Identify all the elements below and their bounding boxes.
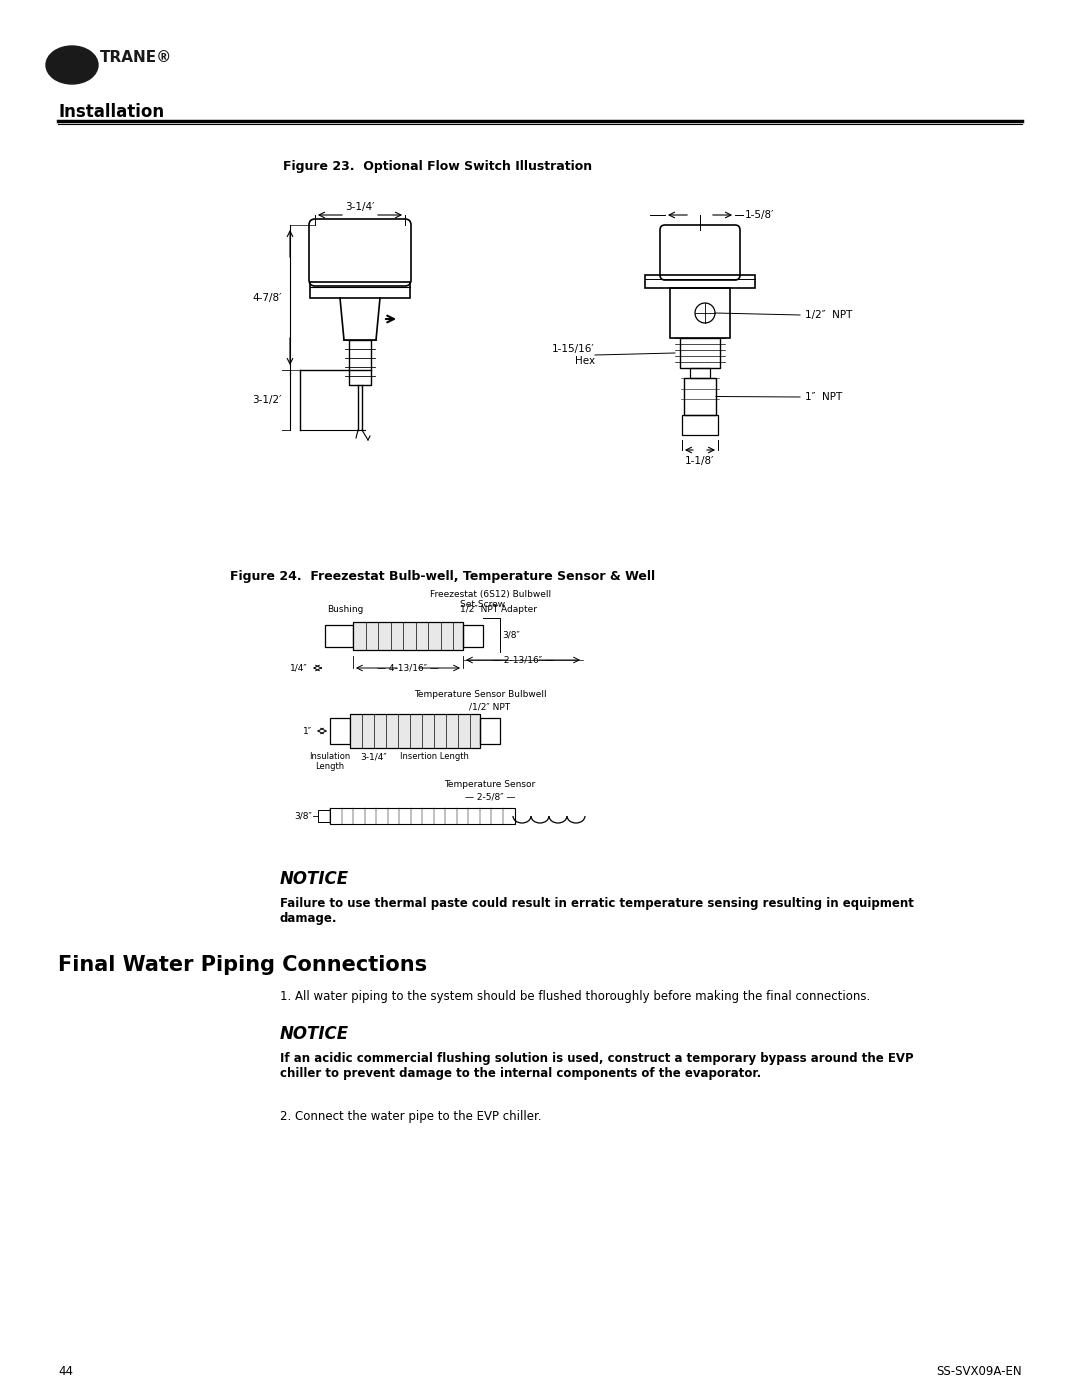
Text: 1/2″ NPT Adapter: 1/2″ NPT Adapter [460, 605, 537, 615]
Text: Bushing: Bushing [327, 605, 363, 615]
Bar [670, 288, 730, 338]
Text: Final Water Piping Connections: Final Water Piping Connections [58, 956, 427, 975]
Text: 1. All water piping to the system should be flushed thoroughly before making the: 1. All water piping to the system should… [280, 990, 870, 1003]
Text: 1-5/8′: 1-5/8′ [745, 210, 774, 219]
Text: Temperature Sensor Bulbwell: Temperature Sensor Bulbwell [414, 690, 546, 698]
Text: NOTICE: NOTICE [280, 1025, 349, 1044]
Bar [330, 807, 515, 824]
Bar [684, 379, 716, 415]
Bar [310, 282, 410, 298]
Text: TRANE®: TRANE® [100, 50, 173, 66]
Text: 3-1/4′: 3-1/4′ [346, 203, 375, 212]
Text: 1-1/8′: 1-1/8′ [685, 455, 715, 467]
Bar [325, 624, 353, 647]
Text: 3-1/2′: 3-1/2′ [253, 395, 282, 405]
Text: Set Screw: Set Screw [460, 599, 505, 609]
Text: /1/2″ NPT: /1/2″ NPT [470, 703, 511, 711]
Bar [681, 415, 718, 434]
Text: Installation: Installation [58, 103, 164, 122]
Text: 44: 44 [58, 1365, 73, 1377]
Text: SS-SVX09A-EN: SS-SVX09A-EN [936, 1365, 1022, 1377]
Text: Figure 23.  Optional Flow Switch Illustration: Figure 23. Optional Flow Switch Illustra… [283, 161, 592, 173]
Text: — 2-5/8″ —: — 2-5/8″ — [464, 792, 515, 800]
Bar [350, 714, 480, 747]
Text: 1/2″  NPT: 1/2″ NPT [805, 310, 852, 320]
Bar [349, 339, 372, 386]
Bar [480, 718, 500, 745]
Text: Insertion Length: Insertion Length [400, 752, 469, 761]
Text: NOTICE: NOTICE [280, 870, 349, 888]
Bar [690, 367, 710, 379]
Text: If an acidic commercial flushing solution is used, construct a temporary bypass : If an acidic commercial flushing solutio… [280, 1052, 914, 1080]
Text: Temperature Sensor: Temperature Sensor [444, 780, 536, 789]
Text: 1″: 1″ [302, 726, 312, 735]
Bar [680, 338, 720, 367]
Bar [463, 624, 483, 647]
FancyBboxPatch shape [660, 225, 740, 279]
Text: 1-15/16′
Hex: 1-15/16′ Hex [552, 344, 595, 366]
Text: Failure to use thermal paste could result in erratic temperature sensing resulti: Failure to use thermal paste could resul… [280, 897, 914, 925]
Bar [318, 810, 330, 821]
Text: 3/8″: 3/8″ [502, 630, 519, 640]
Text: 1/4″: 1/4″ [291, 664, 308, 672]
Text: Freezestat (6S12) Bulbwell: Freezestat (6S12) Bulbwell [430, 590, 551, 599]
Text: 3-1/4″: 3-1/4″ [360, 752, 387, 761]
Text: 3/8″: 3/8″ [294, 812, 312, 820]
Text: 4-7/8′: 4-7/8′ [253, 292, 282, 303]
Text: Insulation
Length: Insulation Length [309, 752, 351, 771]
Text: 2. Connect the water pipe to the EVP chiller.: 2. Connect the water pipe to the EVP chi… [280, 1111, 542, 1123]
Ellipse shape [46, 46, 98, 84]
Text: 1″  NPT: 1″ NPT [805, 393, 842, 402]
Bar [330, 718, 350, 745]
Text: — 2-13/16″ —: — 2-13/16″ — [492, 655, 554, 665]
Text: Figure 24.  Freezestat Bulb-well, Temperature Sensor & Well: Figure 24. Freezestat Bulb-well, Tempera… [230, 570, 656, 583]
Text: — 4-13/16″ —: — 4-13/16″ — [377, 664, 438, 672]
FancyBboxPatch shape [309, 219, 411, 286]
Bar [353, 622, 463, 650]
Bar [645, 275, 755, 288]
